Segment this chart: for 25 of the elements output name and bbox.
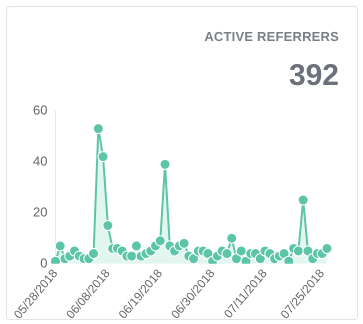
point <box>126 250 138 262</box>
point <box>254 253 266 264</box>
point <box>54 240 66 252</box>
chart-subtitle: 392 <box>288 59 339 93</box>
point <box>292 245 304 256</box>
point <box>226 232 238 244</box>
point <box>102 220 114 231</box>
point <box>178 238 190 249</box>
point <box>321 242 332 254</box>
point <box>160 158 171 170</box>
point <box>298 194 309 206</box>
y-tick-label: 40 <box>32 153 48 168</box>
point <box>154 235 166 246</box>
point <box>221 248 232 260</box>
point <box>236 245 247 256</box>
point <box>188 253 200 264</box>
point <box>130 240 142 252</box>
point <box>92 123 104 134</box>
point <box>98 151 109 162</box>
y-tick-label: 0 <box>40 255 48 270</box>
point <box>88 248 100 260</box>
chart-title: ACTIVE REFERRERS <box>204 29 339 44</box>
y-tick-label: 60 <box>32 102 48 118</box>
y-tick-label: 20 <box>32 204 48 220</box>
point <box>278 248 290 260</box>
